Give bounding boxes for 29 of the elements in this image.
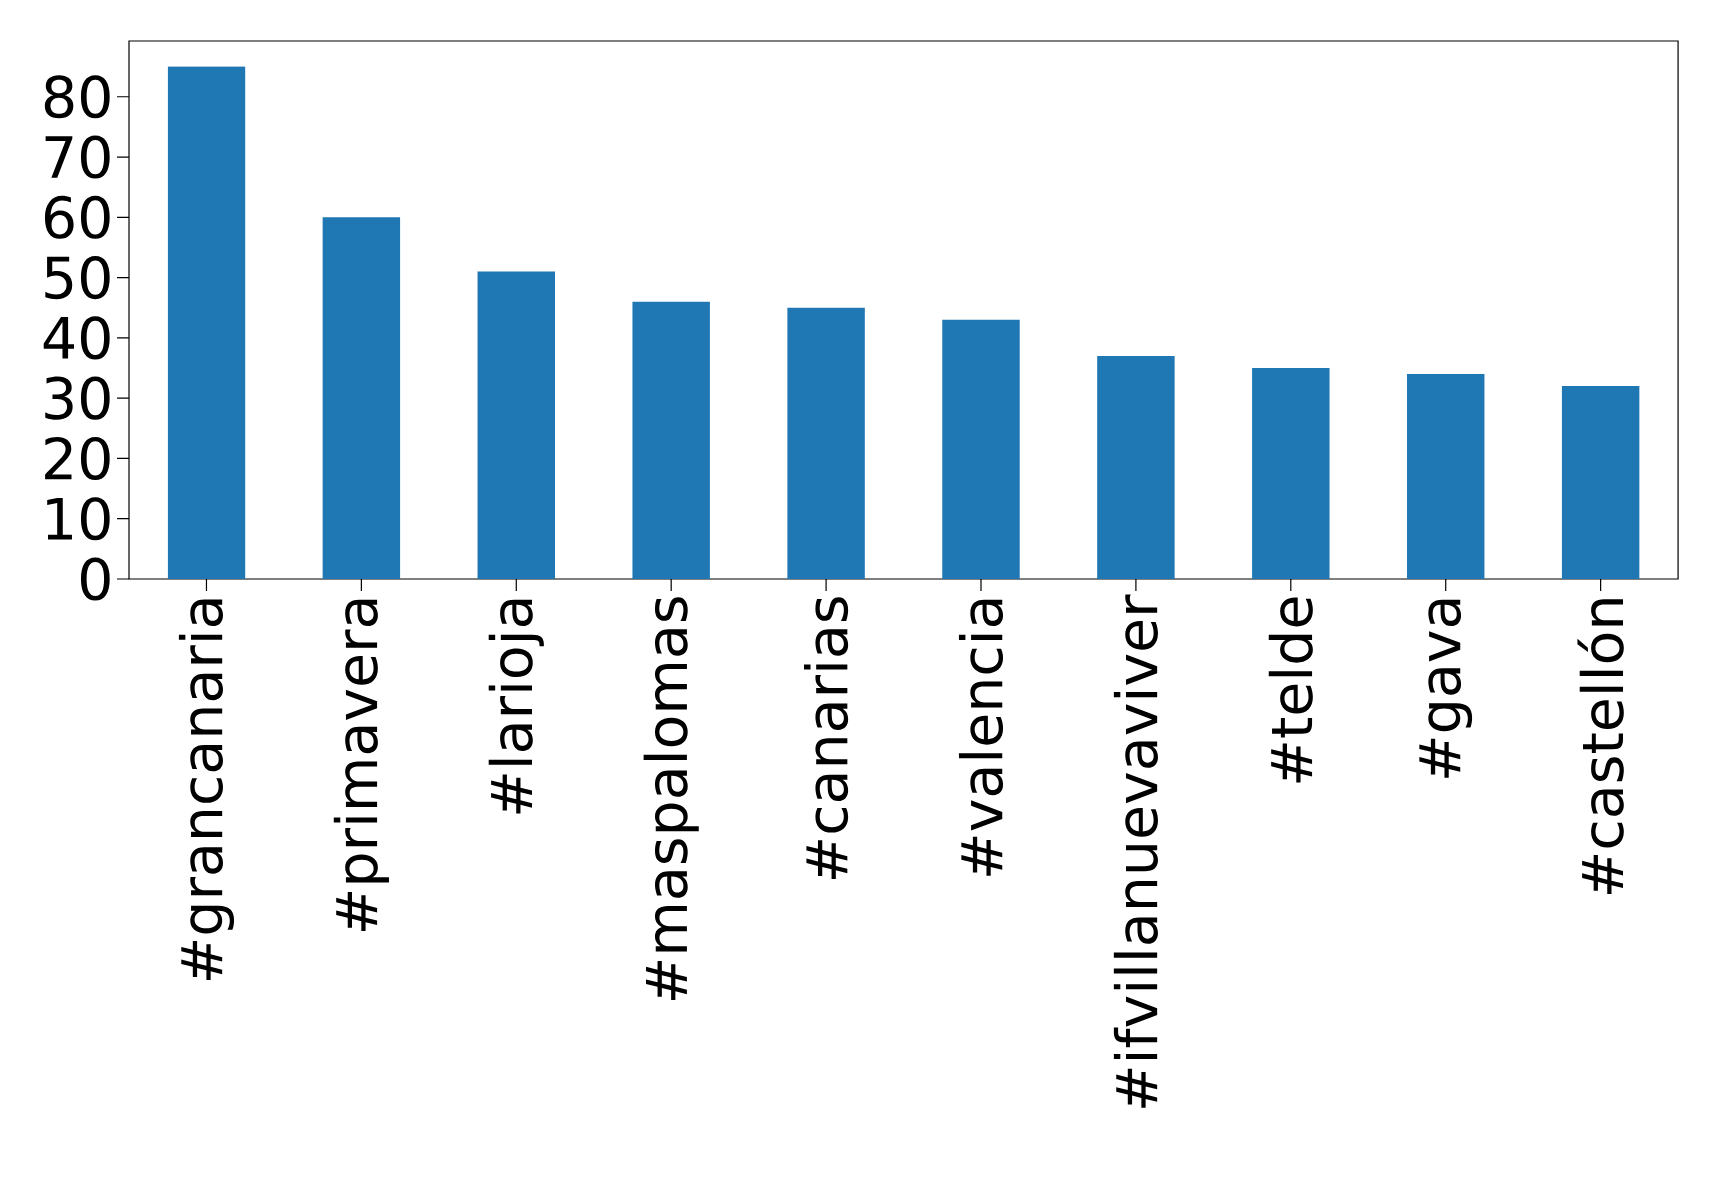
bar bbox=[942, 319, 1020, 579]
x-tick-label: #larioja bbox=[488, 599, 544, 814]
y-tick-label: 60 bbox=[44, 195, 110, 239]
y-tick-label: 40 bbox=[43, 316, 110, 360]
bar bbox=[787, 307, 865, 579]
x-tick-label: #ifvillanuevaviver bbox=[1113, 594, 1158, 1108]
y-tick-label: 80 bbox=[44, 75, 110, 119]
x-tick-label: #castellón bbox=[1577, 599, 1624, 894]
bar bbox=[632, 301, 710, 579]
y-tick-label: 50 bbox=[45, 256, 110, 300]
x-tick-label: #telde bbox=[1268, 597, 1313, 783]
x-tick-label: #primavera bbox=[333, 599, 389, 931]
y-tick-label: 30 bbox=[45, 376, 110, 420]
x-tick-label: #grancanaria bbox=[178, 599, 235, 981]
x-tick-label: #maspalomas bbox=[643, 597, 699, 1001]
y-tick-label: 10 bbox=[47, 497, 110, 541]
y-tick-label: 20 bbox=[45, 436, 110, 480]
x-tick-label: #canarias bbox=[804, 597, 849, 880]
bar bbox=[477, 271, 555, 579]
bar bbox=[167, 66, 246, 579]
x-tick-label: #gava bbox=[1419, 599, 1473, 778]
y-tick-label: 0 bbox=[80, 557, 110, 601]
x-tick-label: #valencia bbox=[958, 599, 1004, 876]
y-tick-label: 70 bbox=[45, 135, 110, 179]
bar bbox=[1097, 355, 1175, 579]
bar bbox=[1561, 386, 1640, 579]
bar bbox=[1252, 368, 1330, 579]
bar bbox=[322, 217, 401, 579]
bar bbox=[1407, 374, 1485, 579]
